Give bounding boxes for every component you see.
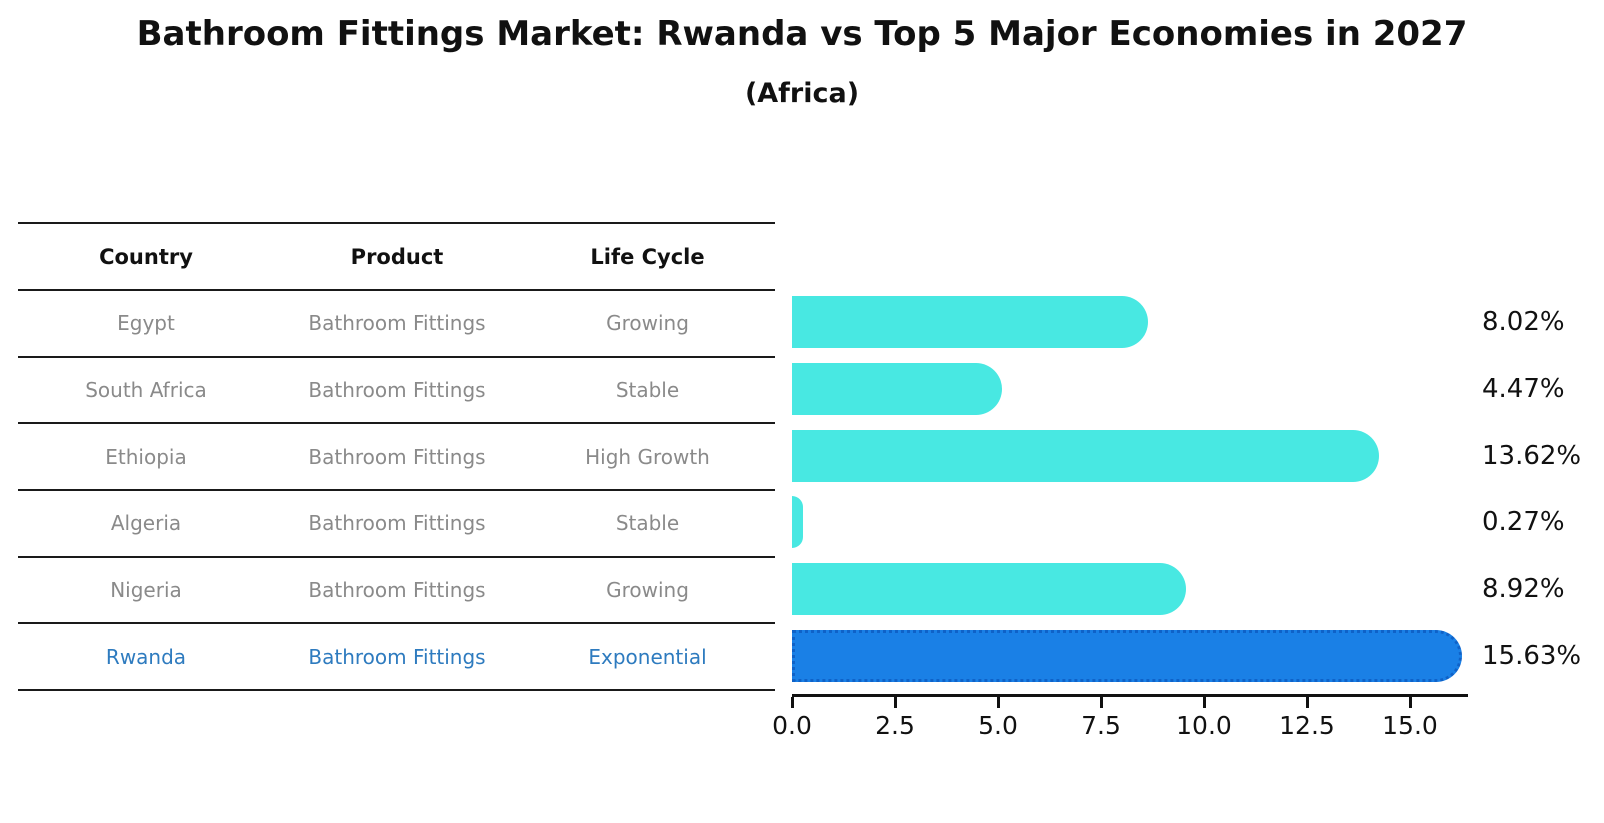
x-axis-tick (1202, 697, 1206, 708)
country-cell: South Africa (85, 378, 207, 403)
x-axis-tick-label: 2.5 (875, 711, 915, 740)
bar-rwanda (792, 629, 1462, 682)
product-cell: Bathroom Fittings (308, 311, 486, 336)
chart-title: Bathroom Fittings Market: Rwanda vs Top … (136, 14, 1468, 54)
x-axis-tick (893, 697, 897, 708)
x-axis-tick-label: 7.5 (1081, 711, 1121, 740)
x-axis-tick-label: 5.0 (978, 711, 1018, 740)
bar-ethiopia (792, 429, 1380, 482)
country-cell: Nigeria (110, 578, 182, 603)
bar-value-label: 4.47% (1482, 374, 1565, 405)
country-cell: Ethiopia (105, 444, 187, 469)
product-cell: Bathroom Fittings (308, 578, 486, 603)
table-row-south-africa: South Africa Bathroom Fittings Stable (18, 358, 775, 425)
product-cell: Bathroom Fittings (308, 444, 486, 469)
column-header-product: Product (350, 244, 444, 269)
lifecycle-cell: Stable (615, 511, 680, 536)
table-row-egypt: Egypt Bathroom Fittings Growing (18, 291, 775, 358)
x-axis-tick (1305, 697, 1309, 708)
table-row-ethiopia: Ethiopia Bathroom Fittings High Growth (18, 424, 775, 492)
product-cell: Bathroom Fittings (308, 511, 486, 536)
x-axis-tick-label: 0.0 (772, 711, 812, 740)
chart-subtitle: (Africa) (744, 78, 860, 109)
x-axis-tick (1408, 697, 1412, 708)
country-cell: Rwanda (105, 644, 187, 669)
x-axis-tick-label: 15.0 (1382, 711, 1438, 740)
bar-egypt (792, 296, 1149, 349)
lifecycle-cell: Growing (606, 311, 689, 336)
bar-value-label: 8.02% (1482, 307, 1565, 338)
column-header-country: Country (99, 244, 193, 269)
product-cell: Bathroom Fittings (308, 378, 486, 403)
bar-nigeria (792, 563, 1186, 616)
x-axis-tick (996, 697, 1000, 708)
bar-value-label: 8.92% (1482, 574, 1565, 605)
x-axis-tick-label: 12.5 (1279, 711, 1335, 740)
table-row-algeria: Algeria Bathroom Fittings Stable (18, 491, 775, 558)
table-header-row: Country Product Life Cycle (18, 224, 775, 291)
country-cell: Algeria (110, 511, 182, 536)
lifecycle-cell: Exponential (588, 644, 707, 669)
x-axis-tick (790, 697, 794, 708)
lifecycle-cell: Growing (606, 578, 689, 603)
lifecycle-cell: High Growth (585, 444, 710, 469)
country-table: Country Product Life Cycle Egypt Bathroo… (18, 222, 775, 692)
bar-value-label: 0.27% (1482, 507, 1565, 538)
x-axis-line (792, 694, 1468, 697)
lifecycle-cell: Stable (615, 378, 680, 403)
x-axis-tick-label: 10.0 (1176, 711, 1232, 740)
bar-value-label: 15.63% (1482, 640, 1582, 671)
bar-south-africa (792, 363, 1003, 416)
bar-algeria (792, 496, 804, 549)
product-cell: Bathroom Fittings (308, 644, 486, 669)
column-header-life-cycle: Life Cycle (590, 244, 705, 269)
x-axis-tick (1099, 697, 1103, 708)
table-row-nigeria: Nigeria Bathroom Fittings Growing (18, 558, 775, 625)
country-cell: Egypt (117, 311, 175, 336)
bar-value-label: 13.62% (1482, 440, 1582, 471)
table-row-rwanda: Rwanda Bathroom Fittings Exponential (18, 624, 775, 692)
